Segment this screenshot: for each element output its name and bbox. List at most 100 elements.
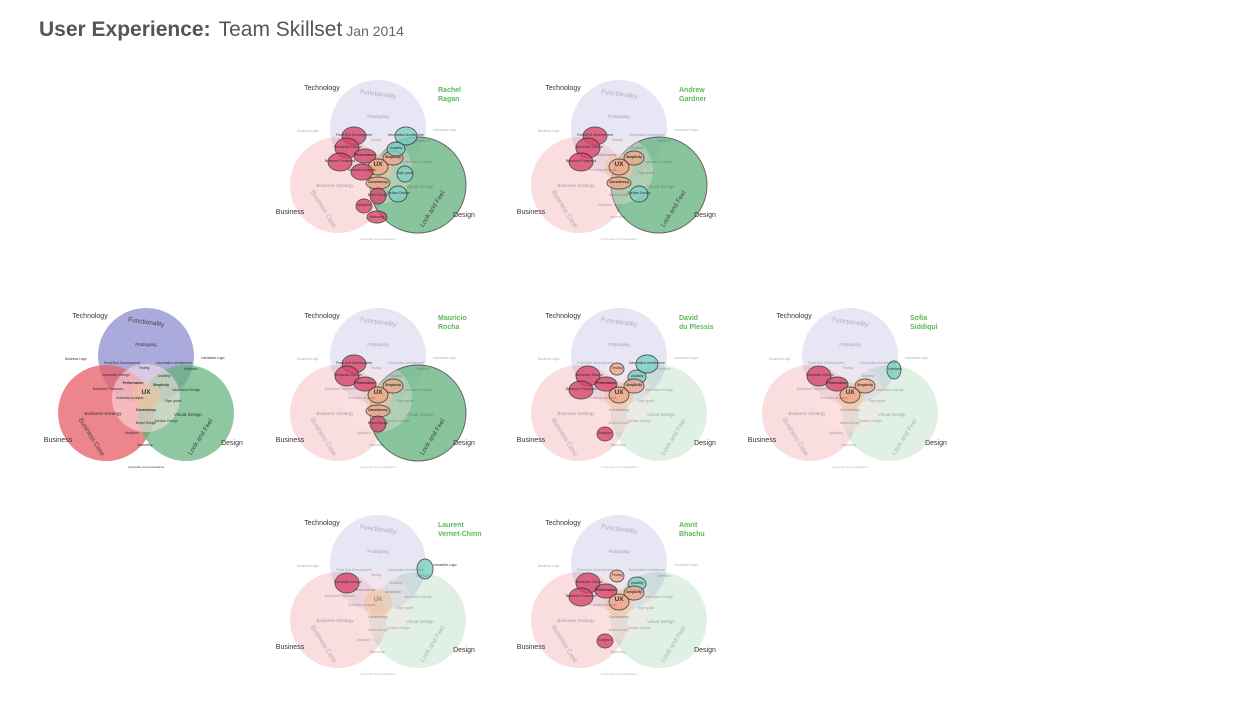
- label-prototyping: Prototyping: [608, 114, 630, 119]
- label-analytics: Analytics: [357, 638, 371, 642]
- label-simplicity: Simplicity: [385, 383, 401, 387]
- label-style-guide: Style guide: [397, 171, 414, 175]
- skill-highlight-analytics: [355, 198, 373, 214]
- skill-highlight-interaction-design: [806, 365, 832, 387]
- label-information-design: Information Design: [404, 388, 433, 392]
- technology-label: Technology: [304, 85, 340, 92]
- skill-highlight-usability: [386, 141, 406, 157]
- design-label: Design: [694, 212, 716, 219]
- member-name-first: Rachel: [438, 87, 461, 94]
- label-information-architecture: Information Architecture: [629, 133, 665, 137]
- label-corporate-communications: Corporate Communications: [360, 672, 397, 676]
- label-corporate-communications: Corporate Communications: [128, 465, 165, 469]
- label-prototyping: Prototyping: [135, 342, 157, 347]
- label-performance: Performance: [355, 588, 376, 592]
- label-brand-design: Brand Design: [368, 193, 389, 197]
- member-name-last: du Plessis: [679, 324, 714, 331]
- business-label: Business: [276, 209, 305, 216]
- label-style-guide: Style guide: [638, 171, 655, 175]
- label-marketing: Marketing: [370, 650, 385, 654]
- label-usability: Usability: [158, 374, 171, 378]
- venn-andrew-gardner: Technology Business Design Functionality Bus…: [511, 80, 726, 250]
- business-label: Business: [517, 644, 546, 651]
- label-surface-design: Surface Design: [386, 419, 409, 423]
- label-interface: Interface: [184, 367, 197, 371]
- label-style-guide: Style guide: [638, 399, 655, 403]
- skill-highlight-marketing: [366, 210, 388, 224]
- label-business-analysis: Business Analysis: [348, 168, 375, 172]
- business-label: Business: [276, 437, 305, 444]
- label-corporate-communications: Corporate Communications: [360, 237, 397, 241]
- label-simplicity: Simplicity: [626, 155, 642, 159]
- business-label: Business: [517, 437, 546, 444]
- label-simplicity: Simplicity: [385, 590, 401, 594]
- label-ux: UX: [141, 389, 151, 396]
- label-usability: Usability: [631, 374, 644, 378]
- label-business-analysis: Business Analysis: [820, 396, 847, 400]
- technology-label: Technology: [304, 520, 340, 527]
- member-name-last: Ragan: [438, 96, 459, 103]
- label-business-strategy: Business Strategy: [557, 411, 595, 416]
- label-interaction-design: Interaction Design: [334, 580, 361, 584]
- skill-highlight-simplicity: [623, 150, 645, 166]
- label-usability: Usability: [631, 581, 644, 585]
- label-interaction-design: Interaction Design: [334, 145, 361, 149]
- label-visual-design: Visual Design: [406, 412, 434, 417]
- skill-highlight-interaction-design: [334, 365, 360, 387]
- label-interaction-design: Interaction Design: [334, 373, 361, 377]
- ux-core: [132, 382, 160, 410]
- label-usability: Usability: [862, 374, 875, 378]
- member-name-first: Mauricio: [438, 315, 467, 322]
- skill-highlight-business-processes: [568, 587, 594, 607]
- label-business-logic: Business Logic: [538, 357, 560, 361]
- label-information-design: Information Design: [876, 388, 905, 392]
- label-performance: Performance: [355, 381, 376, 385]
- skill-highlight-surface-design: [388, 185, 408, 203]
- label-information-architecture: Information Architecture: [388, 361, 424, 365]
- label-prototyping: Prototyping: [367, 342, 389, 347]
- skill-highlight-ux: [608, 158, 630, 176]
- label-front-end-development: Front-End Development: [577, 361, 613, 365]
- label-brand-design: Brand Design: [609, 193, 630, 197]
- business-circle: [290, 572, 386, 668]
- label-ux: UX: [373, 596, 383, 603]
- label-business-logic: Business Logic: [297, 357, 319, 361]
- label-ux: UX: [373, 161, 383, 168]
- label-information-architecture: Information Architecture: [388, 133, 424, 137]
- business-label: Business: [748, 437, 777, 444]
- label-style-guide: Style guide: [397, 399, 414, 403]
- business-label: Business: [44, 437, 73, 444]
- page-title: User Experience:: [39, 18, 211, 41]
- label-interface: Interface: [657, 367, 670, 371]
- label-performance: Performance: [596, 588, 617, 592]
- label-interface: Interface: [416, 574, 429, 578]
- label-interaction-design: Interaction Design: [575, 580, 602, 584]
- label-front-end-development: Front-End Development: [336, 133, 372, 137]
- skill-highlight-business-processes: [327, 152, 353, 172]
- label-marketing: Marketing: [842, 443, 857, 447]
- label-brand-design: Brand Design: [609, 628, 630, 632]
- label-ux: UX: [845, 389, 855, 396]
- skill-highlight-style-guide: [396, 165, 414, 183]
- skill-highlight-simplicity: [854, 378, 876, 394]
- label-business-logic: Business Logic: [538, 564, 560, 568]
- skill-highlight-ux: [608, 386, 630, 404]
- label-surface-design: Surface Design: [386, 191, 409, 195]
- label-information-architecture: Information Architecture: [388, 568, 424, 572]
- venn-sofia-siddiqui: Technology Business Design Functionality Bus…: [742, 308, 957, 478]
- skill-highlight-simplicity: [623, 585, 645, 601]
- label-simplicity: Simplicity: [626, 590, 642, 594]
- label-corporate-communications: Corporate Communications: [360, 465, 397, 469]
- label-visual-design: Visual Design: [406, 184, 434, 189]
- label-corporate-communications: Corporate Communications: [601, 672, 638, 676]
- skill-highlight-interface: [886, 360, 902, 380]
- skill-highlight-information-architecture: [394, 126, 418, 146]
- skill-highlight-business-processes: [568, 152, 594, 172]
- label-information-architecture: Information Architecture: [629, 568, 665, 572]
- venn-mauricio-rocha: Technology Business Design Functionality Bus…: [270, 308, 485, 478]
- label-testing: Testing: [612, 366, 623, 370]
- label-corporate-communications: Corporate Communications: [832, 465, 869, 469]
- skill-highlight-ux: [839, 386, 861, 404]
- label-visual-design: Visual Design: [647, 412, 675, 417]
- member-name-first: David: [679, 315, 698, 322]
